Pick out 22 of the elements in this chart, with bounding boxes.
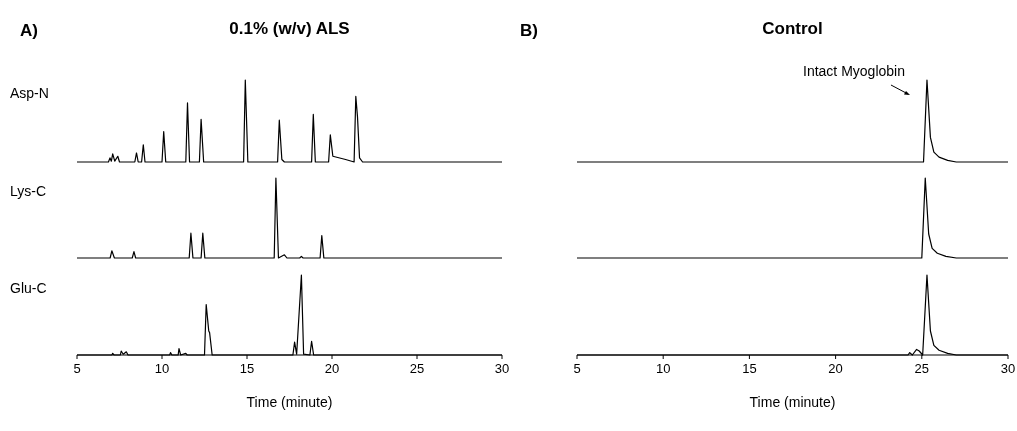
x-tick-label: 5	[73, 361, 81, 376]
x-tick-label: 20	[828, 361, 843, 376]
x-axis-title: Time (minute)	[749, 394, 836, 410]
x-tick-label: 5	[573, 361, 581, 376]
text: A)	[20, 21, 38, 40]
x-tick-label: 25	[914, 361, 930, 376]
chart-title: 0.1% (w/v) ALS	[229, 19, 350, 38]
x-tick-label: 20	[324, 361, 340, 376]
x-tick-label: 10	[655, 361, 671, 376]
x-tick-label: 25	[409, 361, 425, 376]
text: B)	[520, 21, 538, 40]
x-tick-label: 15	[239, 361, 255, 376]
chart-title: Control	[762, 19, 823, 38]
y-axis-title: Asp-N	[10, 85, 49, 101]
annotation: Intact Myoglobin	[803, 63, 905, 79]
y-axis-title: Glu-C	[10, 280, 47, 296]
x-tick-label: 30	[494, 361, 510, 376]
x-tick-label: 10	[154, 361, 170, 376]
x-tick-label: 30	[1000, 361, 1016, 376]
x-tick-label: 15	[742, 361, 757, 376]
x-axis-title: Time (minute)	[246, 394, 333, 410]
y-axis-title: Lys-C	[10, 183, 47, 199]
